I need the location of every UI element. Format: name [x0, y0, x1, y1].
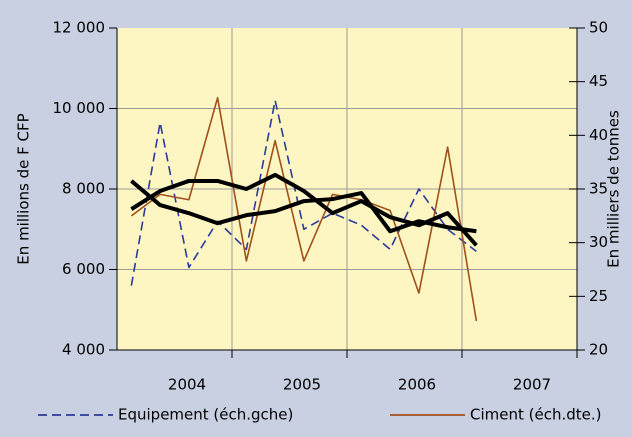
series-line — [130, 172, 478, 247]
y2-tick-label: 40 — [589, 126, 608, 144]
y2-tick-label: 50 — [589, 19, 608, 37]
series-line — [130, 179, 477, 234]
series-line — [130, 96, 478, 322]
y2-axis-label: En milliers de tonnes — [605, 110, 623, 268]
y-tick-label: 8 000 — [62, 180, 105, 198]
y-tick-label: 10 000 — [53, 99, 106, 117]
y-axis-label: En millions de F CFP — [15, 113, 33, 264]
x-tick-label: 2004 — [168, 376, 206, 394]
series-line — [130, 99, 477, 286]
y2-tick-label: 35 — [589, 180, 608, 198]
y2-tick-label: 30 — [589, 233, 608, 251]
legend-label: Ciment (éch.dte.) — [470, 406, 602, 424]
y-tick-label: 4 000 — [62, 341, 105, 359]
y2-tick-label: 25 — [589, 287, 608, 305]
y-tick-label: 12 000 — [53, 19, 106, 37]
x-tick-label: 2006 — [398, 376, 436, 394]
y2-tick-label: 20 — [589, 341, 608, 359]
x-tick-label: 2005 — [283, 376, 321, 394]
y-tick-label: 6 000 — [62, 260, 105, 278]
legend-label: Equipement (éch.gche) — [118, 406, 293, 424]
x-tick-label: 2007 — [513, 376, 551, 394]
y2-tick-label: 45 — [589, 72, 608, 90]
